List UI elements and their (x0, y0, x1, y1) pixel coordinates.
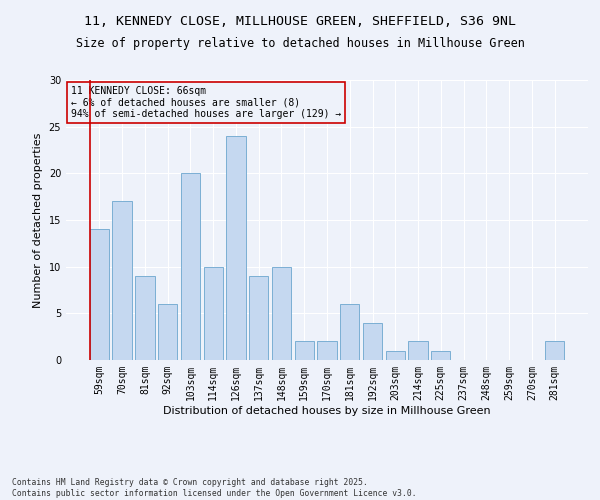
Bar (340, 304, 359, 360)
Bar (317, 342, 337, 360)
Bar (409, 342, 428, 360)
Bar (90, 230, 109, 360)
Bar (431, 350, 451, 360)
Bar (181, 174, 200, 360)
Bar (203, 266, 223, 360)
Bar (295, 342, 314, 360)
Text: Contains HM Land Registry data © Crown copyright and database right 2025.
Contai: Contains HM Land Registry data © Crown c… (12, 478, 416, 498)
Bar (158, 304, 178, 360)
Bar (272, 266, 291, 360)
Text: 11 KENNEDY CLOSE: 66sqm
← 6% of detached houses are smaller (8)
94% of semi-deta: 11 KENNEDY CLOSE: 66sqm ← 6% of detached… (71, 86, 341, 119)
Bar (249, 276, 268, 360)
X-axis label: Distribution of detached houses by size in Millhouse Green: Distribution of detached houses by size … (163, 406, 491, 415)
Bar (112, 202, 132, 360)
Y-axis label: Number of detached properties: Number of detached properties (33, 132, 43, 308)
Bar (363, 322, 382, 360)
Bar (386, 350, 405, 360)
Bar (226, 136, 245, 360)
Text: 11, KENNEDY CLOSE, MILLHOUSE GREEN, SHEFFIELD, S36 9NL: 11, KENNEDY CLOSE, MILLHOUSE GREEN, SHEF… (84, 15, 516, 28)
Bar (135, 276, 155, 360)
Bar (545, 342, 564, 360)
Text: Size of property relative to detached houses in Millhouse Green: Size of property relative to detached ho… (76, 38, 524, 51)
